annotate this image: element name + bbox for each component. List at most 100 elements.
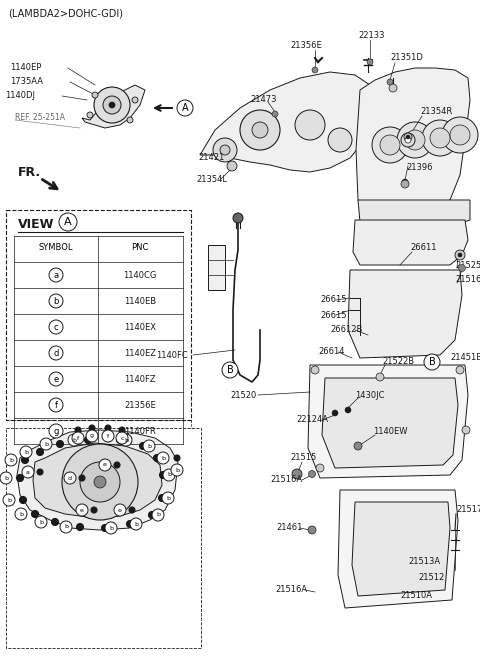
- Text: (LAMBDA2>DOHC-GDI): (LAMBDA2>DOHC-GDI): [8, 9, 123, 19]
- Circle shape: [37, 469, 43, 475]
- Text: A: A: [64, 217, 72, 227]
- Circle shape: [3, 494, 15, 506]
- Text: 21522B: 21522B: [382, 358, 414, 366]
- Circle shape: [16, 475, 24, 482]
- Circle shape: [456, 366, 464, 374]
- Polygon shape: [208, 245, 225, 290]
- Polygon shape: [33, 443, 162, 518]
- Text: d: d: [53, 348, 59, 358]
- Text: b: b: [156, 513, 160, 517]
- Circle shape: [328, 128, 352, 152]
- Circle shape: [462, 426, 470, 434]
- FancyBboxPatch shape: [6, 210, 191, 420]
- Circle shape: [162, 492, 174, 504]
- Circle shape: [430, 128, 450, 148]
- Text: f: f: [55, 401, 58, 409]
- Text: 21354L: 21354L: [196, 176, 227, 185]
- Text: b: b: [9, 457, 13, 463]
- Circle shape: [36, 449, 44, 455]
- Circle shape: [0, 472, 12, 484]
- Text: c: c: [54, 323, 58, 331]
- Text: g: g: [90, 434, 94, 438]
- Circle shape: [458, 265, 466, 271]
- Circle shape: [309, 471, 315, 477]
- Text: 21516A: 21516A: [275, 585, 307, 595]
- Text: 21517A: 21517A: [456, 506, 480, 515]
- Text: e: e: [53, 374, 59, 383]
- Circle shape: [332, 410, 338, 416]
- Text: VIEW: VIEW: [18, 218, 54, 230]
- Polygon shape: [358, 200, 470, 225]
- Text: e: e: [103, 463, 107, 467]
- FancyBboxPatch shape: [6, 428, 201, 648]
- Text: 1140EB: 1140EB: [124, 296, 156, 306]
- Circle shape: [59, 213, 77, 231]
- Circle shape: [119, 427, 125, 433]
- Text: e: e: [80, 508, 84, 513]
- Circle shape: [20, 446, 32, 458]
- Text: 21451B: 21451B: [450, 354, 480, 362]
- Text: b: b: [39, 519, 43, 525]
- Circle shape: [372, 127, 408, 163]
- Circle shape: [22, 457, 28, 463]
- Circle shape: [455, 250, 465, 260]
- Text: 1140FR: 1140FR: [124, 426, 156, 436]
- Text: b: b: [64, 525, 68, 529]
- Circle shape: [222, 362, 238, 378]
- Circle shape: [380, 135, 400, 155]
- Circle shape: [120, 434, 132, 446]
- Text: 21461: 21461: [276, 523, 302, 533]
- Text: 1140EP: 1140EP: [10, 63, 41, 73]
- Text: a: a: [53, 271, 59, 279]
- Circle shape: [159, 471, 167, 478]
- Text: 22133: 22133: [358, 30, 384, 40]
- Text: b: b: [72, 438, 76, 442]
- Circle shape: [114, 504, 126, 516]
- Circle shape: [22, 466, 34, 478]
- Circle shape: [114, 462, 120, 468]
- Circle shape: [295, 110, 325, 140]
- Text: 21516A: 21516A: [455, 275, 480, 284]
- Circle shape: [308, 526, 316, 534]
- Text: b: b: [53, 296, 59, 306]
- Circle shape: [129, 507, 135, 513]
- Circle shape: [397, 122, 433, 158]
- Circle shape: [387, 79, 393, 85]
- Polygon shape: [356, 68, 470, 215]
- Circle shape: [272, 111, 278, 117]
- Circle shape: [49, 424, 63, 438]
- Circle shape: [177, 100, 193, 116]
- Text: b: b: [109, 525, 113, 531]
- Circle shape: [127, 521, 133, 527]
- Circle shape: [49, 346, 63, 360]
- Circle shape: [80, 462, 120, 502]
- Circle shape: [130, 518, 142, 530]
- Circle shape: [240, 110, 280, 150]
- Circle shape: [143, 440, 155, 452]
- Circle shape: [109, 102, 115, 108]
- Text: b: b: [7, 498, 11, 502]
- Text: 21516A: 21516A: [270, 475, 302, 484]
- Circle shape: [76, 504, 88, 516]
- Circle shape: [103, 96, 121, 114]
- Circle shape: [49, 372, 63, 386]
- Text: 1140FC: 1140FC: [156, 350, 188, 360]
- Text: b: b: [124, 438, 128, 442]
- Circle shape: [60, 521, 72, 533]
- Text: 1140DJ: 1140DJ: [5, 92, 35, 100]
- Text: 26615: 26615: [320, 310, 347, 319]
- Text: d: d: [68, 475, 72, 480]
- Text: 21356E: 21356E: [290, 40, 322, 50]
- Circle shape: [57, 440, 63, 447]
- Text: 1140EZ: 1140EZ: [124, 348, 156, 358]
- Circle shape: [140, 442, 146, 449]
- Circle shape: [86, 430, 98, 442]
- Text: 21520: 21520: [230, 391, 256, 399]
- Circle shape: [49, 294, 63, 308]
- Circle shape: [213, 138, 237, 162]
- Polygon shape: [308, 365, 468, 478]
- Text: 21356E: 21356E: [124, 401, 156, 409]
- Circle shape: [89, 425, 95, 431]
- Circle shape: [87, 112, 93, 118]
- Text: 1735AA: 1735AA: [10, 77, 43, 86]
